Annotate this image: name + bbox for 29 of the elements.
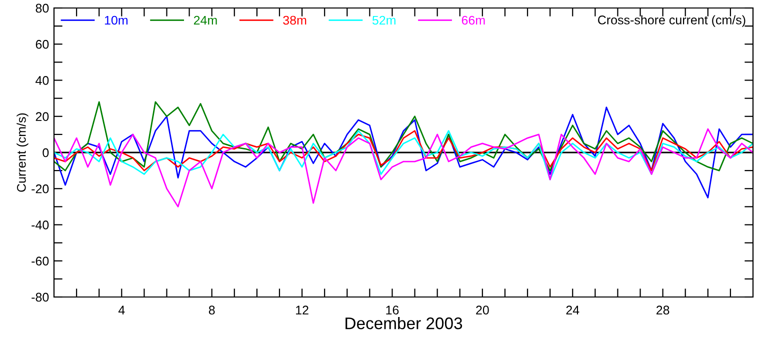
line-series: [54, 128, 753, 208]
y-tick-label: 0: [42, 148, 49, 158]
line-series: [54, 130, 753, 172]
x-tick-label: 20: [476, 306, 489, 315]
y-tick-label: -20: [32, 184, 49, 194]
text: 66m: [462, 16, 485, 25]
y-axis-title: Current (cm/s): [16, 113, 28, 192]
x-tick-label: 4: [118, 306, 125, 314]
text: 24m: [194, 16, 217, 25]
x-tick-label: 8: [208, 306, 215, 315]
y-tick-label: 40: [36, 76, 49, 85]
text: 52m: [372, 16, 396, 25]
x-tick-label: 16: [386, 306, 399, 315]
x-tick-label: 28: [656, 306, 670, 315]
y-tick-label: -60: [32, 256, 49, 266]
annotation: Cross-shore current (cm/s): [598, 15, 746, 27]
line-series: [54, 130, 753, 180]
y-tick-label: 20: [36, 112, 49, 122]
text: 10m: [104, 16, 128, 25]
y-tick-label: 80: [36, 4, 49, 13]
y-tick-label: -40: [32, 220, 49, 230]
line-series: [54, 101, 753, 172]
x-tick-label: 24: [566, 306, 580, 314]
x-tick-label: 12: [296, 306, 308, 314]
x-axis-title: December 2003: [346, 316, 462, 330]
y-tick-label: -80: [32, 292, 49, 302]
line-series: [54, 106, 753, 198]
text: 38m: [283, 16, 306, 25]
y-tick-label: 60: [36, 40, 49, 49]
